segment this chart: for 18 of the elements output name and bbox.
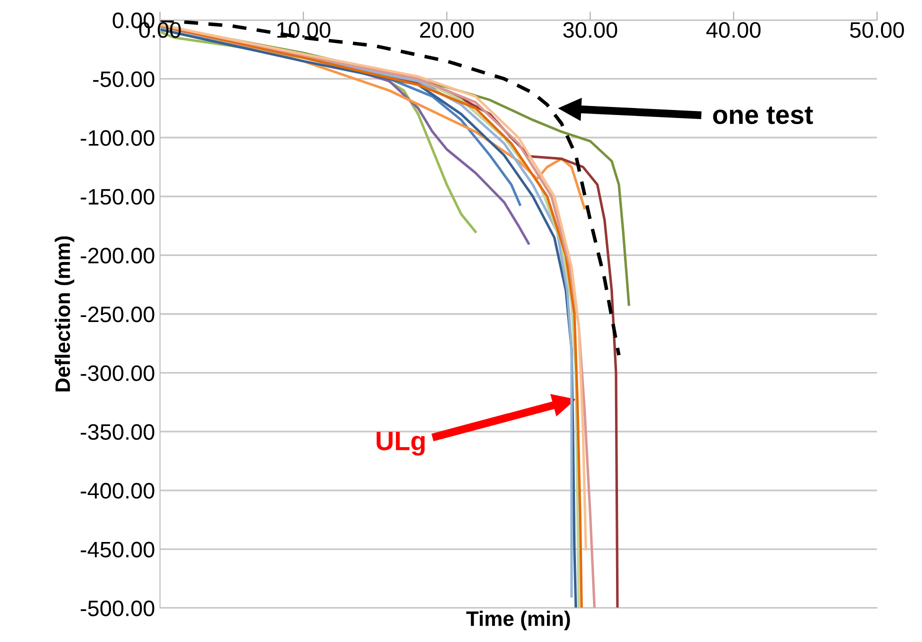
annotation: ULg	[376, 432, 425, 456]
x-tick-label: 30.00	[563, 22, 618, 38]
y-tick-label: -50.00	[93, 71, 154, 88]
y-tick-label: -500.00	[80, 600, 154, 616]
x-axis-title: Time (min)	[466, 610, 570, 630]
y-tick-label: -350.00	[80, 424, 154, 440]
x-tick-label: 50.00	[850, 22, 904, 38]
y-tick-label: -100.00	[80, 130, 154, 146]
x-tick-label: 40.00	[706, 22, 761, 38]
y-tick-label: -400.00	[80, 482, 154, 499]
y-tick-label: -150.00	[80, 188, 154, 205]
y-tick-label: -200.00	[80, 248, 154, 264]
annotation: one test	[713, 106, 813, 124]
y-tick-label: -300.00	[80, 365, 154, 382]
y-axis-title: Deflection (mm)	[54, 236, 74, 392]
y-tick-label: -250.00	[80, 306, 154, 322]
x-tick-label: 20.00	[420, 22, 474, 38]
y-tick-label: -450.00	[80, 542, 154, 558]
